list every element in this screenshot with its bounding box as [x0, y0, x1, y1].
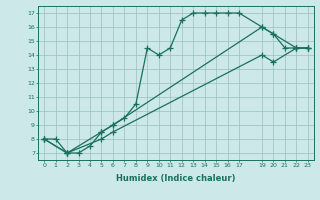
X-axis label: Humidex (Indice chaleur): Humidex (Indice chaleur) [116, 174, 236, 183]
